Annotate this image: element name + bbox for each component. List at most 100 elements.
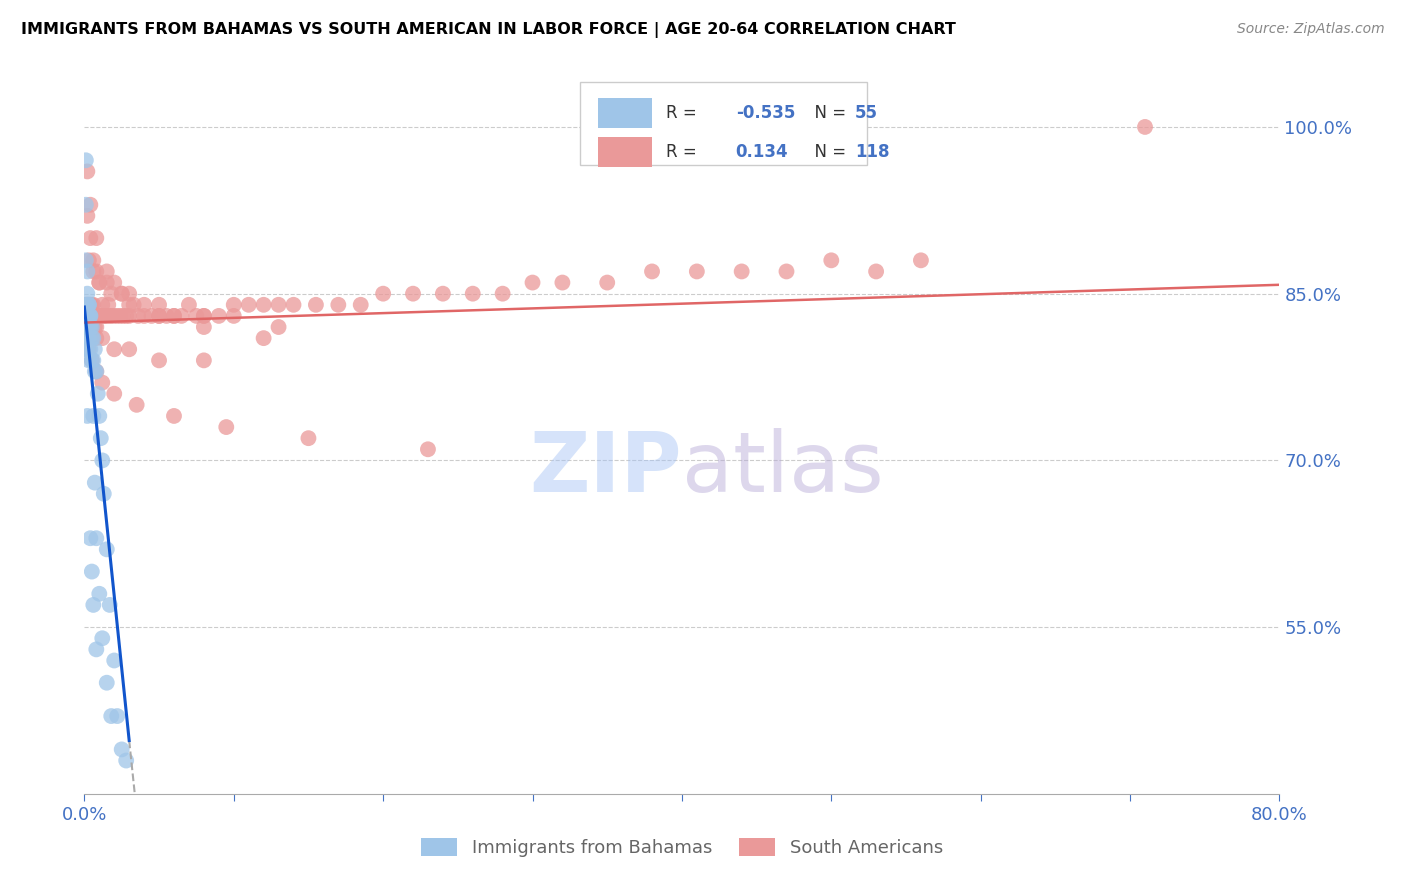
Point xyxy=(89,276,111,290)
Point xyxy=(96,309,118,323)
Point xyxy=(90,431,112,445)
Point xyxy=(93,309,115,323)
Text: R =: R = xyxy=(666,144,703,161)
Point xyxy=(193,353,215,368)
Point xyxy=(127,309,149,323)
Point xyxy=(910,253,932,268)
Point xyxy=(75,198,97,212)
Point xyxy=(91,331,114,345)
Point xyxy=(432,286,454,301)
Point xyxy=(731,264,754,278)
Point xyxy=(79,298,101,312)
Point xyxy=(596,276,619,290)
Point xyxy=(75,331,97,345)
Point xyxy=(83,364,105,378)
Point xyxy=(96,542,118,557)
Point xyxy=(79,231,101,245)
Point xyxy=(83,475,105,490)
FancyBboxPatch shape xyxy=(599,98,652,128)
Point xyxy=(163,309,186,323)
Text: atlas: atlas xyxy=(682,428,883,509)
Point xyxy=(75,343,97,357)
Point xyxy=(118,286,141,301)
Point xyxy=(373,286,395,301)
Point xyxy=(110,309,132,323)
Point xyxy=(267,298,290,312)
Point xyxy=(103,343,125,357)
Point xyxy=(865,264,887,278)
Point xyxy=(186,309,208,323)
Point xyxy=(132,298,156,312)
Point xyxy=(80,320,103,334)
Point xyxy=(82,309,104,323)
Point xyxy=(86,320,108,334)
Point xyxy=(163,409,186,423)
Point xyxy=(89,276,111,290)
Point xyxy=(118,298,141,312)
FancyBboxPatch shape xyxy=(599,137,652,168)
Point xyxy=(1133,120,1156,134)
Point xyxy=(193,309,215,323)
Point xyxy=(402,286,425,301)
Point xyxy=(75,320,97,334)
Point xyxy=(86,231,108,245)
Point xyxy=(80,309,103,323)
Point xyxy=(103,276,125,290)
Point xyxy=(111,286,134,301)
Point xyxy=(80,565,103,579)
Point xyxy=(77,298,100,312)
Text: ZIP: ZIP xyxy=(530,428,682,509)
Point xyxy=(75,298,97,312)
Point xyxy=(820,253,842,268)
Point xyxy=(103,653,125,667)
Point xyxy=(76,309,98,323)
Point xyxy=(79,309,101,323)
Point xyxy=(105,309,128,323)
Point xyxy=(83,309,105,323)
Point xyxy=(100,286,122,301)
Point xyxy=(148,298,170,312)
Point xyxy=(111,742,134,756)
Point xyxy=(76,209,98,223)
Point xyxy=(76,343,98,357)
Point xyxy=(148,309,170,323)
Point xyxy=(97,298,120,312)
Point xyxy=(100,709,122,723)
Point xyxy=(80,353,103,368)
Text: IMMIGRANTS FROM BAHAMAS VS SOUTH AMERICAN IN LABOR FORCE | AGE 20-64 CORRELATION: IMMIGRANTS FROM BAHAMAS VS SOUTH AMERICA… xyxy=(21,22,956,38)
Point xyxy=(76,409,98,423)
Point xyxy=(96,675,118,690)
Point xyxy=(87,309,110,323)
Point xyxy=(100,309,122,323)
Point xyxy=(77,298,100,312)
Point xyxy=(80,353,103,368)
Point xyxy=(77,309,100,323)
Point xyxy=(80,320,103,334)
Point xyxy=(77,353,100,368)
Point xyxy=(75,298,97,312)
Point xyxy=(115,754,138,768)
Point xyxy=(141,309,163,323)
Point xyxy=(328,298,350,312)
Point xyxy=(91,298,114,312)
Point xyxy=(75,298,97,312)
Point xyxy=(82,353,104,368)
Point xyxy=(79,309,101,323)
Point xyxy=(91,632,114,646)
Text: R =: R = xyxy=(666,104,703,122)
Point xyxy=(75,153,97,168)
Point xyxy=(222,309,245,323)
Point xyxy=(122,298,145,312)
Point xyxy=(103,309,125,323)
Point xyxy=(148,353,170,368)
Point xyxy=(89,587,111,601)
Point xyxy=(94,309,117,323)
Point xyxy=(416,442,439,457)
Point xyxy=(77,331,100,345)
Point xyxy=(90,309,112,323)
Point xyxy=(75,253,97,268)
Point xyxy=(118,309,141,323)
Point xyxy=(91,376,114,390)
Point xyxy=(461,286,484,301)
Point xyxy=(82,298,104,312)
